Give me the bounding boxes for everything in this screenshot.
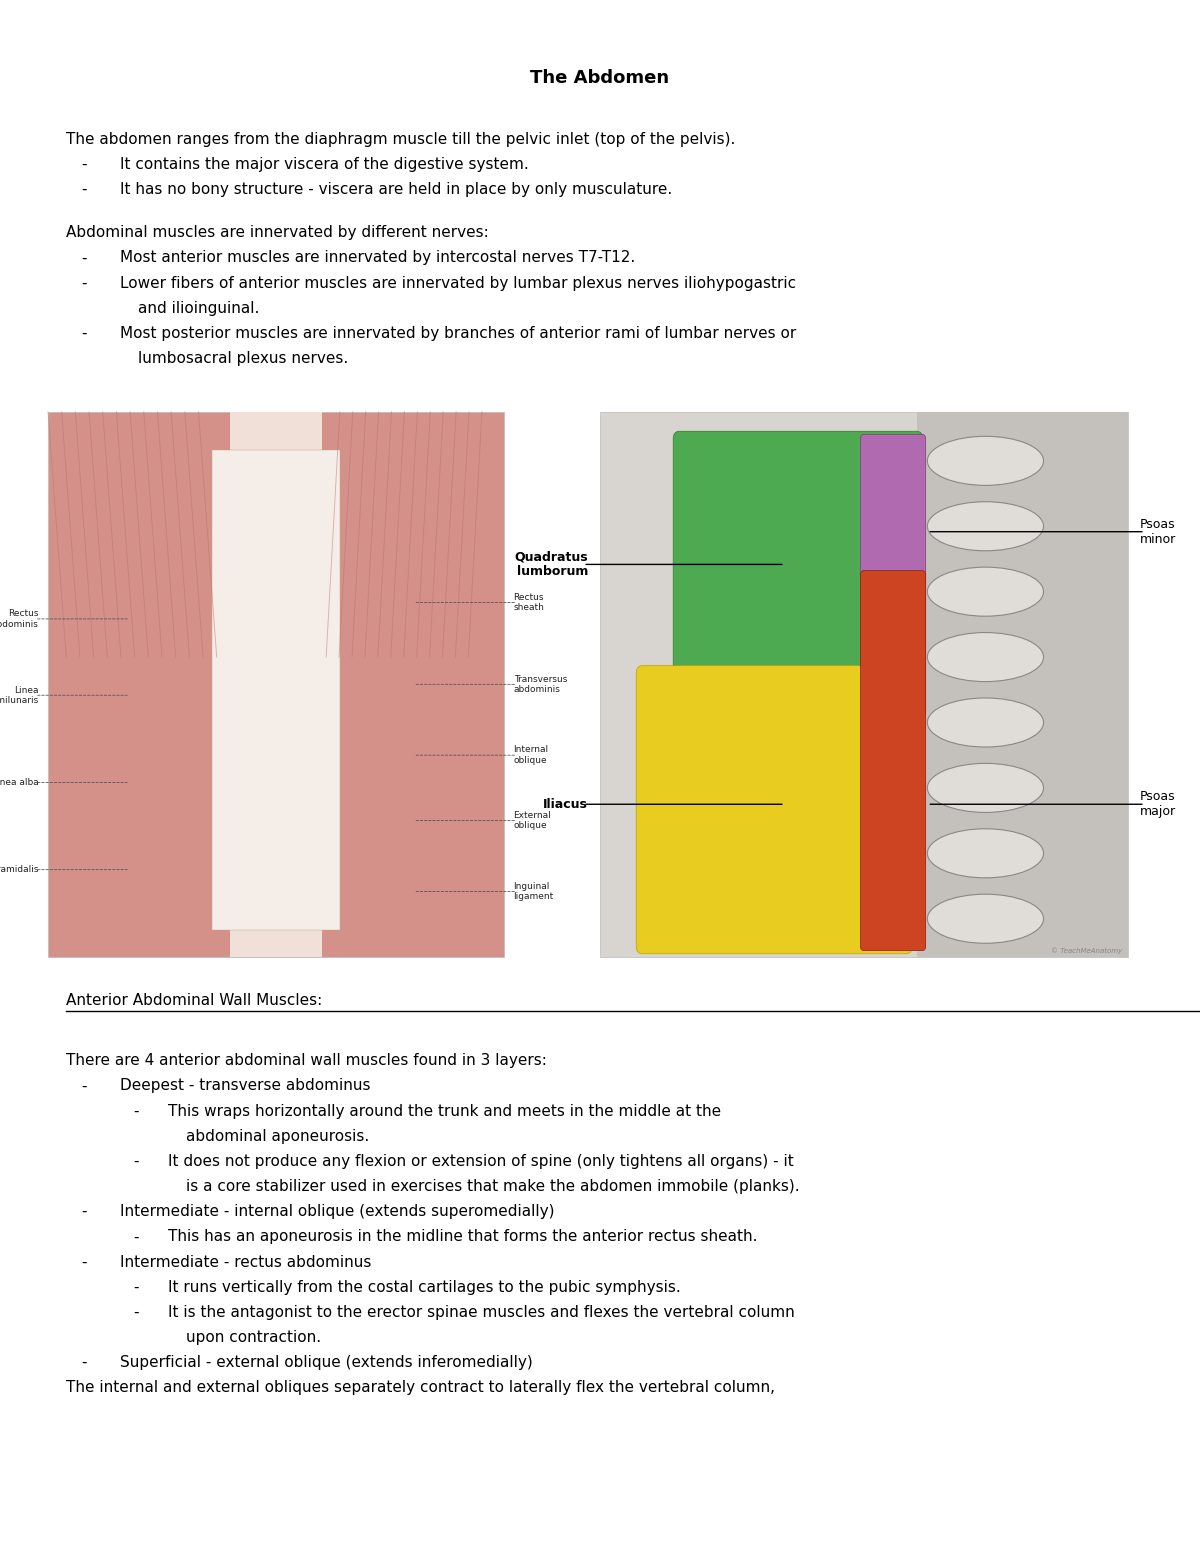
Text: -: - xyxy=(133,1154,138,1169)
Text: -: - xyxy=(133,1280,138,1295)
Text: It runs vertically from the costal cartilages to the pubic symphysis.: It runs vertically from the costal carti… xyxy=(168,1280,680,1295)
Text: Internal
oblique: Internal oblique xyxy=(514,745,548,766)
Text: -: - xyxy=(82,157,86,172)
Text: Rectus
sheath: Rectus sheath xyxy=(514,593,545,612)
Text: -: - xyxy=(82,275,86,290)
Text: It does not produce any flexion or extension of spine (only tightens all organs): It does not produce any flexion or exten… xyxy=(168,1154,793,1169)
Text: Intermediate - rectus abdominus: Intermediate - rectus abdominus xyxy=(120,1255,371,1270)
Bar xyxy=(230,412,322,957)
Text: The abdomen ranges from the diaphragm muscle till the pelvic inlet (top of the p: The abdomen ranges from the diaphragm mu… xyxy=(66,132,736,148)
Ellipse shape xyxy=(928,697,1044,747)
Text: -: - xyxy=(133,1104,138,1118)
Ellipse shape xyxy=(928,502,1044,551)
Text: -: - xyxy=(133,1305,138,1320)
Text: Most anterior muscles are innervated by intercostal nerves T7-T12.: Most anterior muscles are innervated by … xyxy=(120,250,635,266)
Text: -: - xyxy=(82,250,86,266)
Text: This wraps horizontally around the trunk and meets in the middle at the: This wraps horizontally around the trunk… xyxy=(168,1104,721,1118)
Text: This has an aponeurosis in the midline that forms the anterior rectus sheath.: This has an aponeurosis in the midline t… xyxy=(168,1230,757,1244)
Text: External
oblique: External oblique xyxy=(514,811,551,831)
Text: -: - xyxy=(82,1204,86,1219)
Text: Quadratus
lumborum: Quadratus lumborum xyxy=(515,550,588,578)
Text: Abdominal muscles are innervated by different nerves:: Abdominal muscles are innervated by diff… xyxy=(66,225,488,241)
Ellipse shape xyxy=(928,567,1044,617)
Text: Superficial - external oblique (extends inferomedially): Superficial - external oblique (extends … xyxy=(120,1356,533,1370)
FancyBboxPatch shape xyxy=(860,435,925,716)
Bar xyxy=(48,412,504,957)
Text: Deepest - transverse abdominus: Deepest - transverse abdominus xyxy=(120,1078,371,1093)
Text: upon contraction.: upon contraction. xyxy=(186,1329,322,1345)
Text: -: - xyxy=(133,1230,138,1244)
Text: Most posterior muscles are innervated by branches of anterior rami of lumbar ner: Most posterior muscles are innervated by… xyxy=(120,326,797,340)
Text: is a core stabilizer used in exercises that make the abdomen immobile (planks).: is a core stabilizer used in exercises t… xyxy=(186,1179,799,1194)
Text: Rectus
abdominis: Rectus abdominis xyxy=(0,609,38,629)
Text: © TeachMeAnatomy: © TeachMeAnatomy xyxy=(1051,947,1122,954)
Text: -: - xyxy=(82,182,86,197)
Text: The internal and external obliques separately contract to laterally flex the ver: The internal and external obliques separ… xyxy=(66,1381,775,1396)
FancyBboxPatch shape xyxy=(673,432,923,736)
Text: Psoas
major: Psoas major xyxy=(1140,790,1176,818)
Bar xyxy=(212,450,340,930)
Text: Psoas
minor: Psoas minor xyxy=(1140,517,1176,545)
Text: and ilioinguinal.: and ilioinguinal. xyxy=(138,301,259,315)
Text: Iliacus: Iliacus xyxy=(544,798,588,811)
Text: -: - xyxy=(82,1078,86,1093)
Text: There are 4 anterior abdominal wall muscles found in 3 layers:: There are 4 anterior abdominal wall musc… xyxy=(66,1053,547,1068)
Text: Linea alba: Linea alba xyxy=(0,778,38,787)
Bar xyxy=(917,412,1128,957)
FancyBboxPatch shape xyxy=(636,666,912,954)
Text: Transversus
abdominis: Transversus abdominis xyxy=(514,674,566,694)
Text: It is the antagonist to the erector spinae muscles and flexes the vertebral colu: It is the antagonist to the erector spin… xyxy=(168,1305,794,1320)
FancyBboxPatch shape xyxy=(860,570,925,950)
Ellipse shape xyxy=(928,632,1044,682)
Text: The Abdomen: The Abdomen xyxy=(530,68,670,87)
Text: It has no bony structure - viscera are held in place by only musculature.: It has no bony structure - viscera are h… xyxy=(120,182,672,197)
Text: Linea
semilunaris: Linea semilunaris xyxy=(0,685,38,705)
Ellipse shape xyxy=(928,829,1044,877)
Text: Anterior Abdominal Wall Muscles:: Anterior Abdominal Wall Muscles: xyxy=(66,992,323,1008)
Bar xyxy=(600,412,1128,957)
Ellipse shape xyxy=(928,764,1044,812)
Text: -: - xyxy=(82,1356,86,1370)
Text: It contains the major viscera of the digestive system.: It contains the major viscera of the dig… xyxy=(120,157,529,172)
Text: lumbosacral plexus nerves.: lumbosacral plexus nerves. xyxy=(138,351,348,367)
Text: -: - xyxy=(82,1255,86,1270)
Text: Intermediate - internal oblique (extends superomedially): Intermediate - internal oblique (extends… xyxy=(120,1204,554,1219)
Text: abdominal aponeurosis.: abdominal aponeurosis. xyxy=(186,1129,370,1145)
Ellipse shape xyxy=(928,895,1044,943)
Text: -: - xyxy=(82,326,86,340)
Ellipse shape xyxy=(928,436,1044,486)
Text: Lower fibers of anterior muscles are innervated by lumbar plexus nerves iliohypo: Lower fibers of anterior muscles are inn… xyxy=(120,275,796,290)
Text: Inguinal
ligament: Inguinal ligament xyxy=(514,882,554,901)
Text: Pyramidalis: Pyramidalis xyxy=(0,865,38,874)
